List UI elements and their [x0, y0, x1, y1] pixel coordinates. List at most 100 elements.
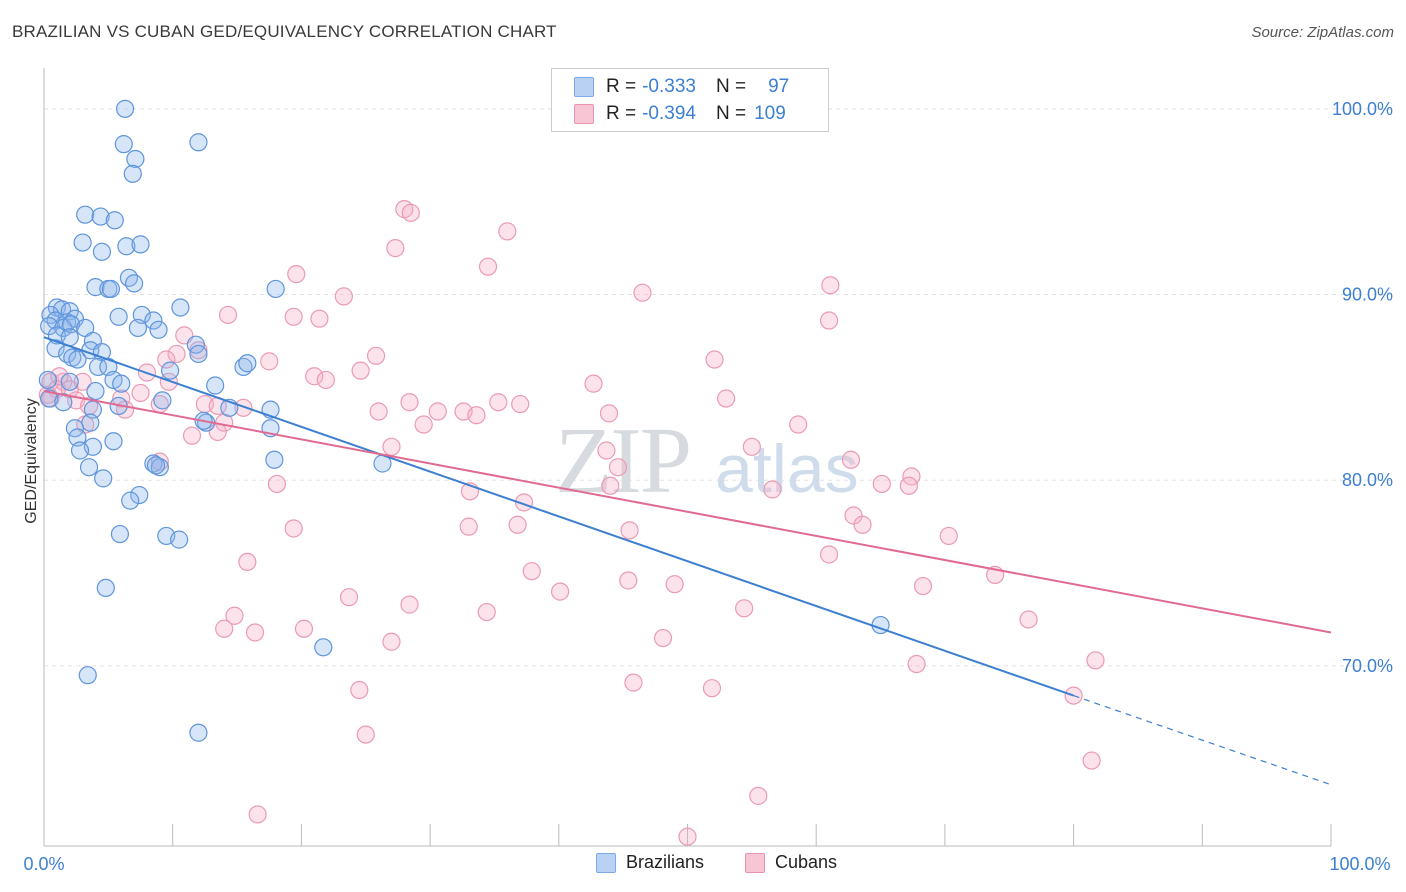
legend-r-label: R =: [606, 76, 637, 97]
data-point: [91, 207, 110, 226]
data-point: [50, 367, 69, 386]
data-point: [705, 350, 724, 369]
data-point: [119, 268, 139, 287]
data-point: [248, 805, 267, 824]
data-point: [157, 350, 176, 369]
data-point: [238, 354, 257, 373]
data-point: [130, 485, 149, 505]
data-point: [763, 480, 782, 499]
legend-row-brazilians: R = -0.333 N = 97: [574, 74, 789, 100]
y-tick-label: 90.0%: [1342, 285, 1393, 305]
data-point: [366, 346, 386, 365]
data-point: [114, 135, 133, 154]
data-point: [94, 469, 113, 488]
data-point: [215, 619, 234, 638]
data-point: [265, 450, 284, 469]
data-point: [735, 599, 754, 618]
data-point: [498, 222, 517, 241]
x-tick-label: 0.0%: [23, 854, 64, 874]
data-point: [70, 441, 90, 460]
data-point: [350, 680, 369, 700]
data-point: [76, 205, 95, 224]
data-point: [79, 458, 99, 477]
data-point: [126, 149, 145, 169]
data-point: [131, 383, 150, 403]
stats-legend: R = -0.333 N = 97 R = -0.394 N = 109: [551, 68, 829, 132]
y-tick-label: 80.0%: [1342, 470, 1393, 490]
data-point: [170, 530, 189, 549]
data-point: [60, 372, 79, 391]
data-point: [218, 305, 238, 325]
tick-labels: 70.0% 80.0% 90.0% 100.0% 0.0% 100.0%: [23, 99, 1393, 874]
data-point: [742, 437, 761, 456]
data-point: [171, 298, 190, 317]
data-point: [624, 673, 643, 692]
legend-swatch-brazilians: [596, 852, 616, 873]
data-point: [266, 279, 285, 299]
data-point: [267, 474, 287, 494]
data-point: [428, 402, 447, 421]
y-tick-label: 70.0%: [1342, 656, 1393, 676]
data-point: [717, 389, 736, 408]
data-point: [511, 394, 530, 414]
data-point: [73, 233, 92, 252]
legend-item-cubans: Cubans: [745, 852, 837, 873]
data-point: [182, 426, 202, 445]
legend-label-brazilians: Brazilians: [626, 852, 705, 872]
data-point: [68, 350, 87, 369]
data-point: [115, 99, 135, 118]
data-point: [477, 602, 496, 622]
axes: [43, 68, 1332, 847]
data-point: [599, 404, 619, 423]
data-point: [61, 315, 81, 334]
data-point: [339, 588, 359, 607]
data-point: [245, 623, 265, 642]
data-point: [40, 316, 59, 336]
data-point: [314, 638, 333, 657]
data-point: [38, 370, 57, 390]
data-point: [702, 679, 722, 698]
data-point: [633, 283, 652, 302]
data-point: [206, 376, 225, 395]
data-point: [400, 595, 419, 614]
legend-swatch-cubans: [745, 852, 765, 873]
data-point: [1086, 651, 1105, 670]
trend-line: [43, 390, 1332, 634]
chart-title: BRAZILIAN VS CUBAN GED/EQUIVALENCY CORRE…: [12, 22, 557, 41]
data-point: [81, 413, 100, 432]
data-point: [749, 786, 768, 805]
data-point: [40, 389, 59, 408]
data-point: [853, 515, 872, 534]
data-point: [153, 391, 172, 410]
legend-r-value: -0.394: [642, 103, 696, 124]
source-credit: Source: ZipAtlas.com: [1251, 24, 1394, 41]
data-point: [88, 357, 108, 377]
data-point: [146, 456, 166, 475]
data-point: [225, 606, 244, 625]
data-point: [78, 666, 97, 685]
data-point: [189, 344, 208, 364]
data-point: [907, 654, 926, 674]
data-point: [149, 320, 168, 339]
data-point: [584, 374, 603, 393]
data-point: [601, 476, 620, 495]
data-point: [597, 441, 616, 460]
grid-lines: [44, 108, 1392, 667]
data-point: [665, 575, 684, 594]
data-point: [117, 237, 136, 256]
legend-n-label: N =: [715, 103, 747, 124]
data-point: [112, 389, 131, 408]
data-point: [841, 450, 861, 469]
y-axis-label: GED/Equivalency: [23, 398, 40, 523]
data-point: [400, 393, 419, 412]
data-point: [351, 361, 370, 380]
data-point: [128, 318, 148, 338]
data-point: [872, 474, 891, 494]
data-point: [653, 628, 673, 648]
data-point: [260, 352, 279, 371]
data-point: [522, 562, 541, 581]
data-point: [620, 521, 639, 540]
data-point: [123, 164, 142, 183]
data-point: [489, 393, 508, 412]
